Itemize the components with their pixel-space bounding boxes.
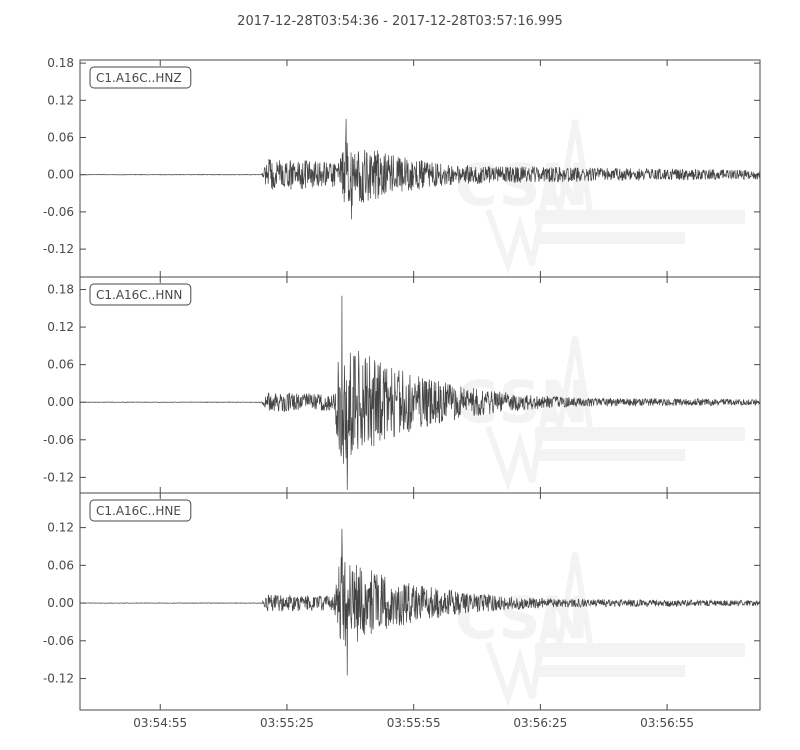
- x-tick-label: 03:54:55: [133, 716, 187, 730]
- x-tick-label: 03:55:55: [387, 716, 441, 730]
- y-tick-label: 0.00: [47, 596, 74, 610]
- channel-label: C1.A16C..HNZ: [96, 71, 182, 85]
- channel-label-box: [89, 66, 192, 89]
- y-tick-label: -0.12: [43, 470, 74, 484]
- y-tick-label: 0.06: [47, 558, 74, 572]
- y-tick-label: -0.06: [43, 634, 74, 648]
- channel-label-box: [89, 283, 192, 306]
- waveform-trace: [79, 118, 761, 220]
- y-tick-label: 0.00: [47, 168, 74, 182]
- channel-label: C1.A16C..HNN: [96, 288, 182, 302]
- watermark-glyph: [485, 119, 593, 275]
- watermark-text: CSN: [455, 584, 589, 652]
- y-tick-label: -0.06: [43, 205, 74, 219]
- waveform-trace: [79, 528, 761, 676]
- waveform-trace: [79, 295, 761, 490]
- y-tick-label: -0.12: [43, 242, 74, 256]
- y-tick-label: 0.18: [47, 283, 74, 297]
- panel-2: CSN 0.12 0.06 0.00 -0.06 -0.12 C1.A16C..HNE: [43, 492, 761, 711]
- watermark-text: CSN: [455, 151, 589, 219]
- panel-1: CSN 0.18 0.12 0.06 0.00 -0.06 -0.12 C1.A16C..HN…: [43, 276, 761, 494]
- watermark: CSN: [455, 552, 745, 708]
- panel-frame: [79, 492, 761, 711]
- y-tick-label: -0.12: [43, 672, 74, 686]
- watermark-line-2: [535, 232, 685, 244]
- x-axis: 03:54:55 03:55:25 03:55:55 03:56:25 03:56:55: [133, 716, 694, 730]
- channel-label-box: [89, 499, 192, 522]
- watermark-line-1: [535, 643, 745, 657]
- x-tick-label: 03:56:25: [513, 716, 567, 730]
- watermark-line-1: [535, 427, 745, 441]
- y-tick-label: 0.12: [47, 521, 74, 535]
- watermark: CSN: [455, 336, 745, 492]
- y-tick-label: 0.06: [47, 131, 74, 145]
- y-tick-label: 0.18: [47, 56, 74, 70]
- chart-title: 2017-12-28T03:54:36 - 2017-12-28T03:57:1…: [237, 14, 563, 29]
- watermark: CSN: [455, 119, 745, 275]
- x-tick-label: 03:56:55: [640, 716, 694, 730]
- y-tick-label: 0.12: [47, 93, 74, 107]
- channel-label: C1.A16C..HNE: [96, 504, 181, 518]
- y-tick-label: 0.00: [47, 395, 74, 409]
- y-tick-label: 0.12: [47, 320, 74, 334]
- panels: CSN 0.18 0.12 0.06 0.00 -0.06 -0.12 C1.A16C..HN…: [43, 56, 761, 711]
- watermark-line-2: [535, 449, 685, 461]
- y-tick-label: -0.06: [43, 433, 74, 447]
- watermark-line-2: [535, 665, 685, 677]
- watermark-glyph: [485, 336, 593, 492]
- watermark-glyph: [485, 552, 593, 708]
- x-tick-label: 03:55:25: [260, 716, 314, 730]
- y-tick-label: 0.06: [47, 358, 74, 372]
- watermark-line-1: [535, 210, 745, 224]
- panel-0: CSN 0.18 0.12 0.06 0.00 -0.06 -0.12 C1.A16C..HN…: [43, 56, 761, 278]
